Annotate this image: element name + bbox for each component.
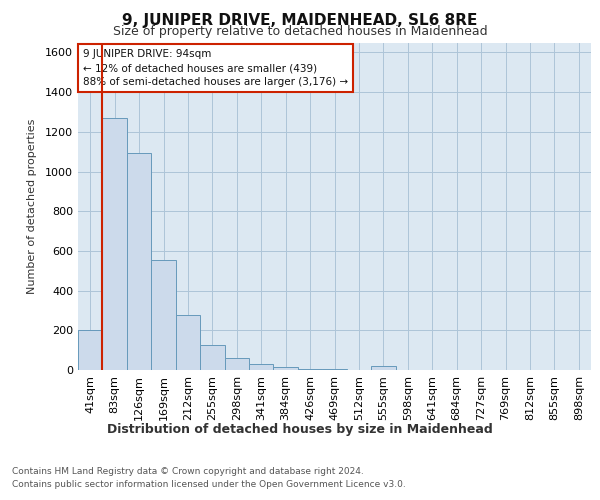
Text: Distribution of detached houses by size in Maidenhead: Distribution of detached houses by size … [107,422,493,436]
Bar [249,364,274,370]
Bar [274,367,298,370]
Text: 9 JUNIPER DRIVE: 94sqm
← 12% of detached houses are smaller (439)
88% of semi-de: 9 JUNIPER DRIVE: 94sqm ← 12% of detached… [83,49,348,87]
Bar [371,366,395,370]
Bar [78,330,103,370]
Bar [224,358,249,370]
Text: Size of property relative to detached houses in Maidenhead: Size of property relative to detached ho… [113,25,487,38]
Text: 9, JUNIPER DRIVE, MAIDENHEAD, SL6 8RE: 9, JUNIPER DRIVE, MAIDENHEAD, SL6 8RE [122,12,478,28]
Bar [127,152,151,370]
Y-axis label: Number of detached properties: Number of detached properties [26,118,37,294]
Bar [200,345,224,370]
Bar [151,260,176,370]
Bar [176,316,200,370]
Text: Contains HM Land Registry data © Crown copyright and database right 2024.: Contains HM Land Registry data © Crown c… [12,468,364,476]
Bar [322,369,347,370]
Bar [103,118,127,370]
Bar [298,369,322,370]
Text: Contains public sector information licensed under the Open Government Licence v3: Contains public sector information licen… [12,480,406,489]
